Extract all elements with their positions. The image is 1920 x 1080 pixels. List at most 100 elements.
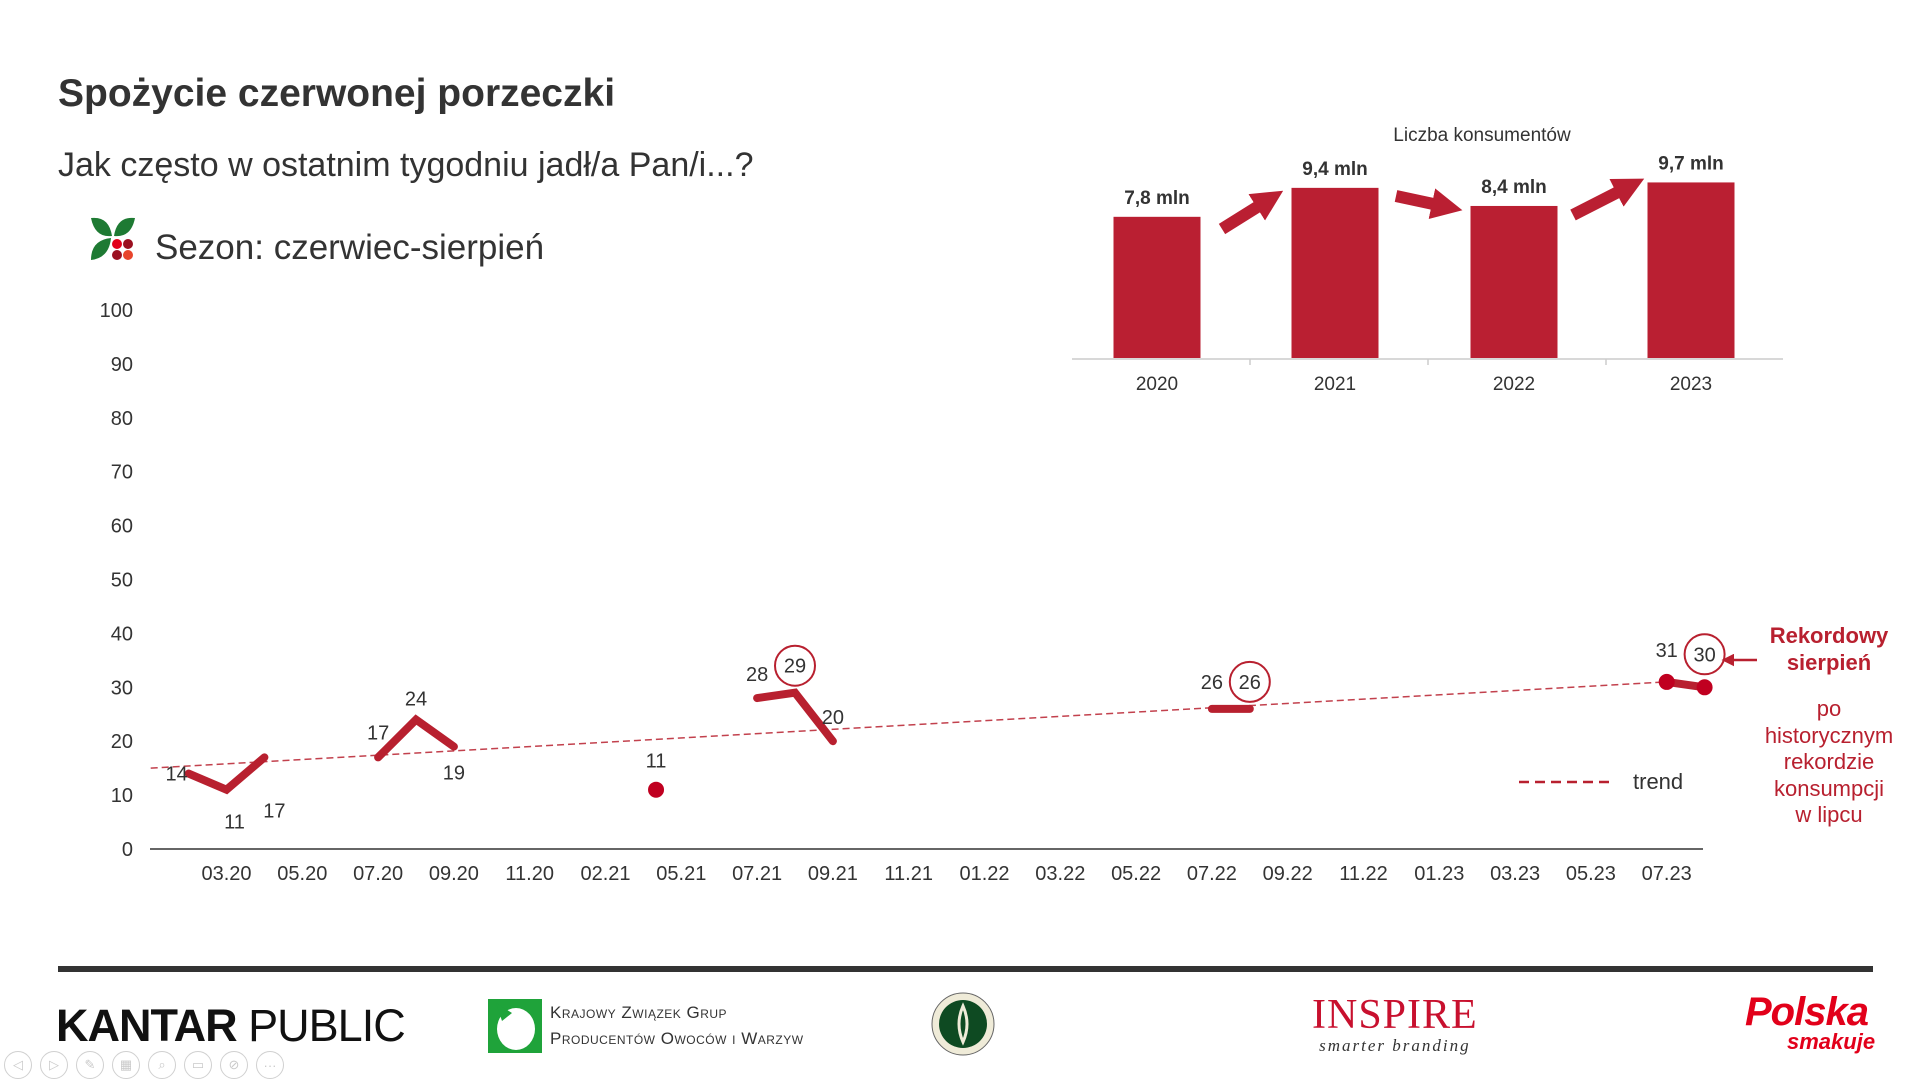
data-point-marker (648, 781, 665, 798)
polska-smakuje-logo: Polska smakuje (1745, 990, 1876, 1054)
bar (1470, 205, 1558, 358)
bar-value-label: 8,4 mln (1481, 177, 1546, 198)
kzgp-emblem-icon (488, 999, 542, 1053)
y-tick-label: 0 (122, 839, 133, 861)
trend-arrow-up-icon (1218, 190, 1284, 235)
annotation-line: po (1816, 696, 1842, 721)
annotation-line: historycznym (1764, 722, 1894, 748)
x-tick-label: 02.21 (580, 863, 630, 885)
highlight-circle (774, 644, 816, 687)
data-label: 31 (1656, 640, 1678, 662)
data-label: 17 (263, 800, 285, 822)
x-tick-label: 07.22 (1187, 863, 1237, 885)
data-label: 17 (367, 722, 389, 744)
presentation-toolbar: ◁ ▷ ✎ ▦ ⌕ ▭ ⊘ ··· (4, 1051, 284, 1079)
annotation-line: konsumpcji (1773, 775, 1885, 801)
highlight-circle (1228, 660, 1271, 703)
legend-label: trend (1633, 769, 1683, 794)
data-label: 14 (165, 764, 187, 786)
kzgp-logo-text: Producentów Owoców i Warzyw (550, 1029, 804, 1048)
x-tick-label: 05.21 (656, 863, 706, 885)
footer-divider (58, 966, 1873, 972)
trend-line (150, 681, 1667, 769)
legend: trend (1519, 769, 1683, 794)
x-tick-label: 05.23 (1566, 863, 1616, 885)
bar-category-label: 2020 (1136, 374, 1178, 395)
previous-icon[interactable]: ◁ (4, 1051, 32, 1079)
bar-category-label: 2022 (1493, 374, 1535, 395)
trend-line (150, 681, 1667, 769)
x-tick-label: 11.22 (1339, 863, 1388, 885)
y-tick-label: 70 (111, 462, 133, 484)
trend-arrow-down-icon (1394, 188, 1463, 219)
pen-icon[interactable]: ✎ (76, 1051, 104, 1079)
bar (1647, 182, 1735, 358)
x-tick-label: 03.22 (1035, 863, 1085, 885)
inspire-logo-text: INSPIRE (1312, 992, 1478, 1038)
bar-chart-title: Liczba konsumentów (1393, 125, 1571, 146)
annotation-body: po historycznym rekordzie konsumpcji w l… (1749, 696, 1909, 829)
bar-value-label: 9,7 mln (1658, 153, 1723, 174)
y-tick-label: 40 (111, 623, 133, 645)
y-tick-label: 100 (100, 300, 133, 322)
video-off-icon[interactable]: ⊘ (220, 1051, 248, 1079)
bar (1113, 216, 1201, 358)
polska-logo-text: Polska (1745, 990, 1869, 1034)
inspire-logo: INSPIRE smarter branding (1312, 994, 1478, 1056)
x-tick-label: 09.22 (1263, 863, 1313, 885)
data-point-marker (1658, 673, 1675, 690)
series-line-segment (374, 714, 458, 762)
inspire-tagline: smarter branding (1319, 1036, 1471, 1055)
data-label: 24 (405, 689, 427, 711)
consumers-bar-chart: Liczba konsumentów 7,8 mln 2020 9,4 mln 2021… (1072, 125, 1783, 395)
page-subtitle: Jak często w ostatnim tygodniu jadł/a Pa… (58, 146, 754, 184)
x-tick-label: 07.21 (732, 863, 782, 885)
data-point-marker (1696, 679, 1713, 696)
trend-arrow-up-icon (1570, 178, 1645, 221)
data-label: 20 (822, 707, 844, 729)
data-label: 19 (443, 763, 465, 785)
annotation-line: rekordzie (1783, 749, 1875, 774)
bar-value-label: 7,8 mln (1124, 188, 1189, 209)
zoom-icon[interactable]: ⌕ (148, 1051, 176, 1079)
y-tick-label: 60 (111, 516, 133, 538)
kantar-logo-text: KANTAR (56, 1000, 238, 1051)
x-tick-label: 11.21 (884, 863, 933, 885)
kzgp-logo: Krajowy Związek Grup Producentów Owoców … (488, 999, 804, 1053)
x-tick-label: 11.20 (505, 863, 554, 885)
currant-leaf-icon (91, 217, 135, 260)
y-tick-label: 50 (111, 570, 133, 592)
kantar-public-logo: KANTAR PUBLIC (56, 1000, 406, 1052)
x-axis: 03.20 05.20 07.20 09.20 11.20 02.21 05.21 07.21… (150, 848, 1703, 885)
x-tick-label: 07.20 (353, 863, 403, 885)
data-label: 30 (1693, 644, 1715, 666)
annotation-title-line: Rekordowy (1769, 623, 1889, 648)
page-title: Spożycie czerwonej porzeczki (58, 72, 616, 115)
slides-icon[interactable]: ▦ (112, 1051, 140, 1079)
bar-category-label: 2021 (1314, 374, 1356, 395)
annotation-title: Rekordowy sierpień (1749, 622, 1909, 676)
x-tick-label: 01.23 (1414, 863, 1464, 885)
subtitles-icon[interactable]: ▭ (184, 1051, 212, 1079)
more-icon[interactable]: ··· (256, 1051, 284, 1079)
annotation-line: w lipcu (1795, 802, 1863, 827)
x-tick-label: 01.22 (959, 863, 1009, 885)
data-label: 28 (746, 664, 768, 686)
y-tick-label: 10 (111, 785, 133, 807)
bar-value-label: 9,4 mln (1302, 159, 1367, 180)
next-icon[interactable]: ▷ (40, 1051, 68, 1079)
series-line-segment (753, 688, 837, 746)
y-tick-label: 80 (111, 408, 133, 430)
data-label: 11 (224, 812, 245, 834)
data-labels: 14 11 17 17 24 19 11 28 29 20 26 26 31 30 (165, 633, 1726, 834)
kzgp-logo-text: Krajowy Związek Grup (550, 1003, 728, 1022)
ministry-seal-icon (931, 992, 995, 1056)
annotation-title-line: sierpień (1786, 650, 1872, 675)
bar-category-label: 2023 (1670, 374, 1712, 395)
series (184, 673, 1713, 798)
y-tick-label: 20 (111, 731, 133, 753)
polska-logo-text: smakuje (1787, 1029, 1876, 1054)
x-tick-label: 05.22 (1111, 863, 1161, 885)
y-axis: 0 10 20 30 40 50 60 70 80 90 100 (100, 300, 133, 861)
